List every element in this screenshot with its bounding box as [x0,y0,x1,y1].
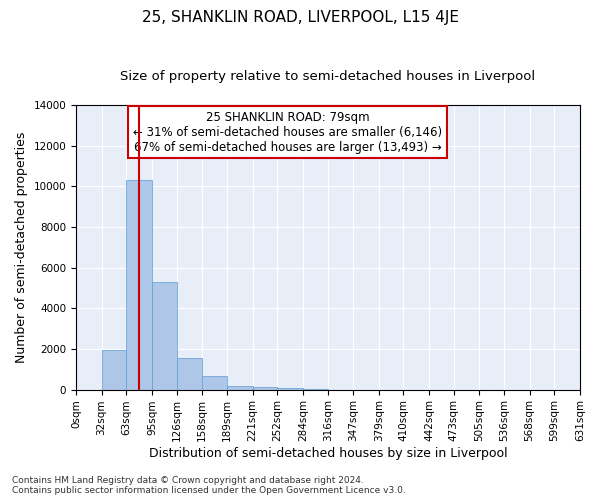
Bar [101,350,127,390]
Text: 25, SHANKLIN ROAD, LIVERPOOL, L15 4JE: 25, SHANKLIN ROAD, LIVERPOOL, L15 4JE [142,10,458,25]
Bar [127,180,152,390]
Title: Size of property relative to semi-detached houses in Liverpool: Size of property relative to semi-detach… [121,70,536,83]
Text: 25 SHANKLIN ROAD: 79sqm
← 31% of semi-detached houses are smaller (6,146)
67% of: 25 SHANKLIN ROAD: 79sqm ← 31% of semi-de… [133,110,442,154]
Bar [176,358,202,390]
Bar [227,386,253,390]
Bar [303,388,328,390]
Bar [253,387,277,390]
Bar [277,388,303,390]
Bar [202,376,227,390]
Text: Contains HM Land Registry data © Crown copyright and database right 2024.
Contai: Contains HM Land Registry data © Crown c… [12,476,406,495]
X-axis label: Distribution of semi-detached houses by size in Liverpool: Distribution of semi-detached houses by … [149,447,508,460]
Bar [152,282,176,390]
Y-axis label: Number of semi-detached properties: Number of semi-detached properties [15,132,28,363]
